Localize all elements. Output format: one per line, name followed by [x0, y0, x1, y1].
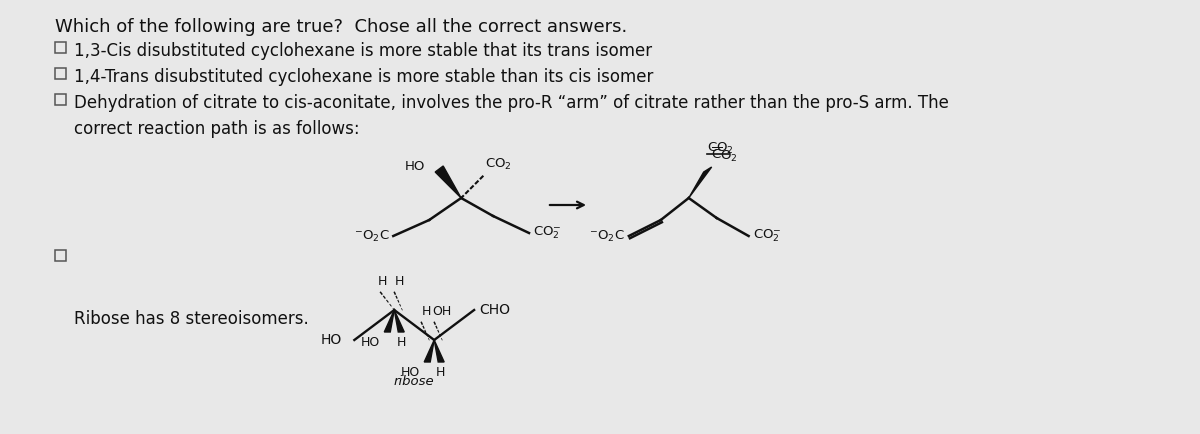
Text: Dehydration of citrate to cis-aconitate, involves the pro-R “arm” of citrate rat: Dehydration of citrate to cis-aconitate,…: [74, 94, 949, 112]
Polygon shape: [436, 166, 461, 198]
Text: $\mathregular{CO_2}$: $\mathregular{CO_2}$: [707, 141, 733, 156]
Text: Which of the following are true?  Chose all the correct answers.: Which of the following are true? Chose a…: [55, 18, 628, 36]
Text: $\mathregular{CO_2^{-}}$: $\mathregular{CO_2^{-}}$: [752, 228, 781, 244]
Polygon shape: [425, 340, 434, 362]
Polygon shape: [689, 167, 712, 198]
Polygon shape: [395, 310, 404, 332]
Text: H: H: [378, 275, 386, 288]
Text: $\mathregular{\overline{C}O_2}$: $\mathregular{\overline{C}O_2}$: [710, 146, 737, 164]
Text: Ribose has 8 stereoisomers.: Ribose has 8 stereoisomers.: [74, 310, 308, 328]
Text: 1,4-Trans disubstituted cyclohexane is more stable than its cis isomer: 1,4-Trans disubstituted cyclohexane is m…: [74, 68, 653, 86]
Text: 1,3-Cis disubstituted cyclohexane is more stable that its trans isomer: 1,3-Cis disubstituted cyclohexane is mor…: [74, 42, 652, 60]
Text: $\mathregular{CO_2}$: $\mathregular{CO_2}$: [485, 157, 512, 172]
Text: ribose: ribose: [394, 375, 434, 388]
Text: HO: HO: [404, 160, 425, 172]
Text: correct reaction path is as follows:: correct reaction path is as follows:: [74, 120, 360, 138]
Text: H: H: [421, 305, 431, 318]
Text: $\mathregular{^{-}O_2C}$: $\mathregular{^{-}O_2C}$: [354, 228, 389, 243]
Text: H: H: [395, 275, 404, 288]
Polygon shape: [384, 310, 395, 332]
Text: $\mathregular{^{-}O_2C}$: $\mathregular{^{-}O_2C}$: [589, 228, 625, 243]
Text: HO: HO: [361, 336, 380, 349]
Text: H: H: [436, 366, 445, 379]
Text: OH: OH: [432, 305, 452, 318]
Text: HO: HO: [401, 366, 420, 379]
Text: HO: HO: [322, 333, 342, 347]
Polygon shape: [434, 340, 444, 362]
Text: $\mathregular{CO_2^{-}}$: $\mathregular{CO_2^{-}}$: [533, 225, 562, 241]
Text: CHO: CHO: [479, 303, 510, 317]
Text: H: H: [396, 336, 406, 349]
